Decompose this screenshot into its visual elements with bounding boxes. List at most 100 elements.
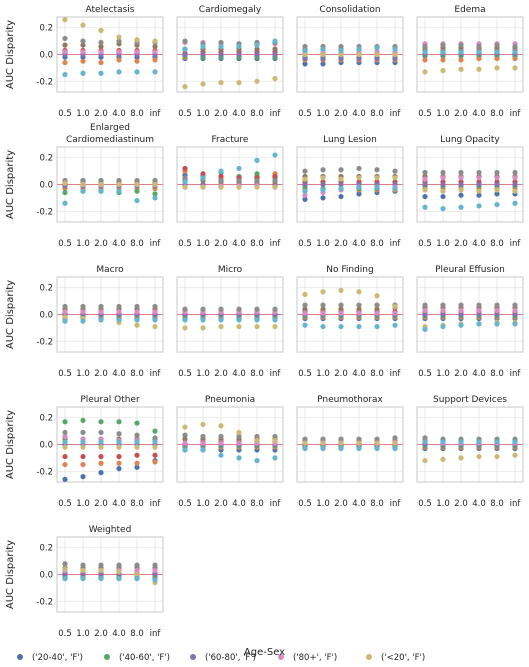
data-point-atelectasis <box>134 69 140 75</box>
x-tick-label: 2.0 <box>94 499 108 509</box>
legend-entry: ('60-80', 'F') <box>205 653 256 663</box>
data-point-support-devices <box>422 435 428 441</box>
x-tick-label: inf <box>270 109 282 119</box>
data-point-consolidation <box>392 55 398 62</box>
data-point-consolidation <box>356 46 362 52</box>
data-point-cardiomegaly <box>272 76 278 82</box>
x-tick-label: 1.0 <box>76 239 90 249</box>
x-tick-label: 4.0 <box>112 109 126 119</box>
data-point-consolidation <box>302 47 308 54</box>
data-point-enlarged-cardiomediastinum <box>116 188 122 194</box>
data-point-atelectasis <box>116 34 122 40</box>
x-tick-label: 0.5 <box>418 109 432 119</box>
data-point-pneumothorax <box>392 445 398 452</box>
data-point-micro <box>272 306 278 312</box>
data-point-micro <box>254 323 260 330</box>
x-tick-label: 1.0 <box>316 499 330 509</box>
data-point-atelectasis <box>80 58 86 64</box>
data-point-pleural-effusion <box>458 302 464 308</box>
x-tick-label: inf <box>270 239 282 249</box>
data-point-pneumothorax <box>302 440 308 446</box>
data-point-atelectasis <box>152 43 158 50</box>
data-point-lung-lesion <box>338 193 344 200</box>
data-point-atelectasis <box>98 49 104 55</box>
data-point-pneumonia <box>218 433 224 440</box>
data-point-cardiomegaly <box>218 39 224 46</box>
data-point-atelectasis <box>62 59 68 66</box>
data-point-pleural-effusion <box>476 302 482 308</box>
data-point-consolidation <box>338 43 344 50</box>
data-point-macro <box>134 309 140 315</box>
y-tick-label: 0.0 <box>39 311 53 321</box>
data-point-pleural-other <box>98 429 104 436</box>
y-tick-label: -0.2 <box>36 597 53 607</box>
data-point-no-finding <box>338 323 344 330</box>
x-tick-label: 4.0 <box>472 109 486 119</box>
data-point-edema <box>458 49 464 55</box>
data-point-consolidation <box>320 61 326 67</box>
data-point-pleural-other <box>152 452 158 458</box>
x-tick-label: inf <box>390 369 402 379</box>
x-tick-label: 0.5 <box>178 239 192 249</box>
x-tick-label: 1.0 <box>76 369 90 379</box>
data-point-enlarged-cardiomediastinum <box>152 177 158 184</box>
data-point-lung-opacity <box>422 169 428 176</box>
x-tick-label: 4.0 <box>472 239 486 249</box>
x-tick-label: 2.0 <box>94 239 108 249</box>
data-point-pleural-other <box>116 419 122 425</box>
data-point-fracture <box>272 152 278 158</box>
data-point-cardiomegaly <box>236 51 242 58</box>
data-point-pleural-other <box>134 432 140 438</box>
data-point-micro <box>236 306 242 312</box>
data-point-enlarged-cardiomediastinum <box>134 177 140 184</box>
x-tick-label: 0.5 <box>58 369 72 379</box>
x-tick-label: 2.0 <box>334 369 348 379</box>
data-point-fracture <box>236 165 242 172</box>
x-tick-label: 1.0 <box>436 109 450 119</box>
panel-title: Enlarged <box>90 123 130 133</box>
data-point-lung-opacity <box>440 188 446 194</box>
data-point-cardiomegaly <box>200 43 206 50</box>
data-point-atelectasis <box>116 57 122 63</box>
data-point-cardiomegaly <box>254 78 260 84</box>
data-point-lung-lesion <box>338 181 344 188</box>
data-point-no-finding <box>302 302 308 308</box>
data-point-pleural-other <box>152 439 158 445</box>
data-point-no-finding <box>338 310 344 316</box>
x-tick-label: 4.0 <box>352 109 366 119</box>
data-point-cardiomegaly <box>200 81 206 87</box>
data-point-pleural-effusion <box>458 322 464 328</box>
data-point-pleural-effusion <box>422 307 428 314</box>
data-point-pneumonia <box>272 437 278 444</box>
panel-title: Pleural Other <box>80 395 140 405</box>
x-tick-label: 8.0 <box>490 109 504 119</box>
data-point-fracture <box>218 177 224 184</box>
data-point-cardiomegaly <box>254 42 260 48</box>
data-point-consolidation <box>338 47 344 54</box>
data-point-weighted <box>98 575 104 582</box>
data-point-pleural-other <box>134 452 140 458</box>
legend-marker <box>278 654 284 660</box>
data-point-no-finding <box>356 310 362 316</box>
x-tick-label: 8.0 <box>130 499 144 509</box>
panel-title: Cardiomegaly <box>199 5 262 15</box>
data-point-atelectasis <box>134 49 140 55</box>
data-point-macro <box>80 309 86 315</box>
data-point-pleural-effusion <box>512 307 518 314</box>
data-point-fracture <box>218 184 224 190</box>
data-point-atelectasis <box>62 42 68 48</box>
data-point-macro <box>152 309 158 315</box>
data-point-consolidation <box>302 43 308 50</box>
legend-title: Age-Sex <box>243 647 286 658</box>
x-tick-label: 2.0 <box>214 239 228 249</box>
data-point-no-finding <box>356 302 362 308</box>
data-point-pleural-effusion <box>476 321 482 327</box>
data-point-macro <box>98 303 104 310</box>
data-point-lung-opacity <box>422 181 428 188</box>
data-point-lung-opacity <box>494 181 500 188</box>
data-point-cardiomegaly <box>254 46 260 52</box>
data-point-pleural-other <box>62 444 68 450</box>
data-point-weighted <box>116 569 122 575</box>
y-tick-label: 0.2 <box>39 24 53 34</box>
data-point-pleural-effusion <box>440 307 446 314</box>
